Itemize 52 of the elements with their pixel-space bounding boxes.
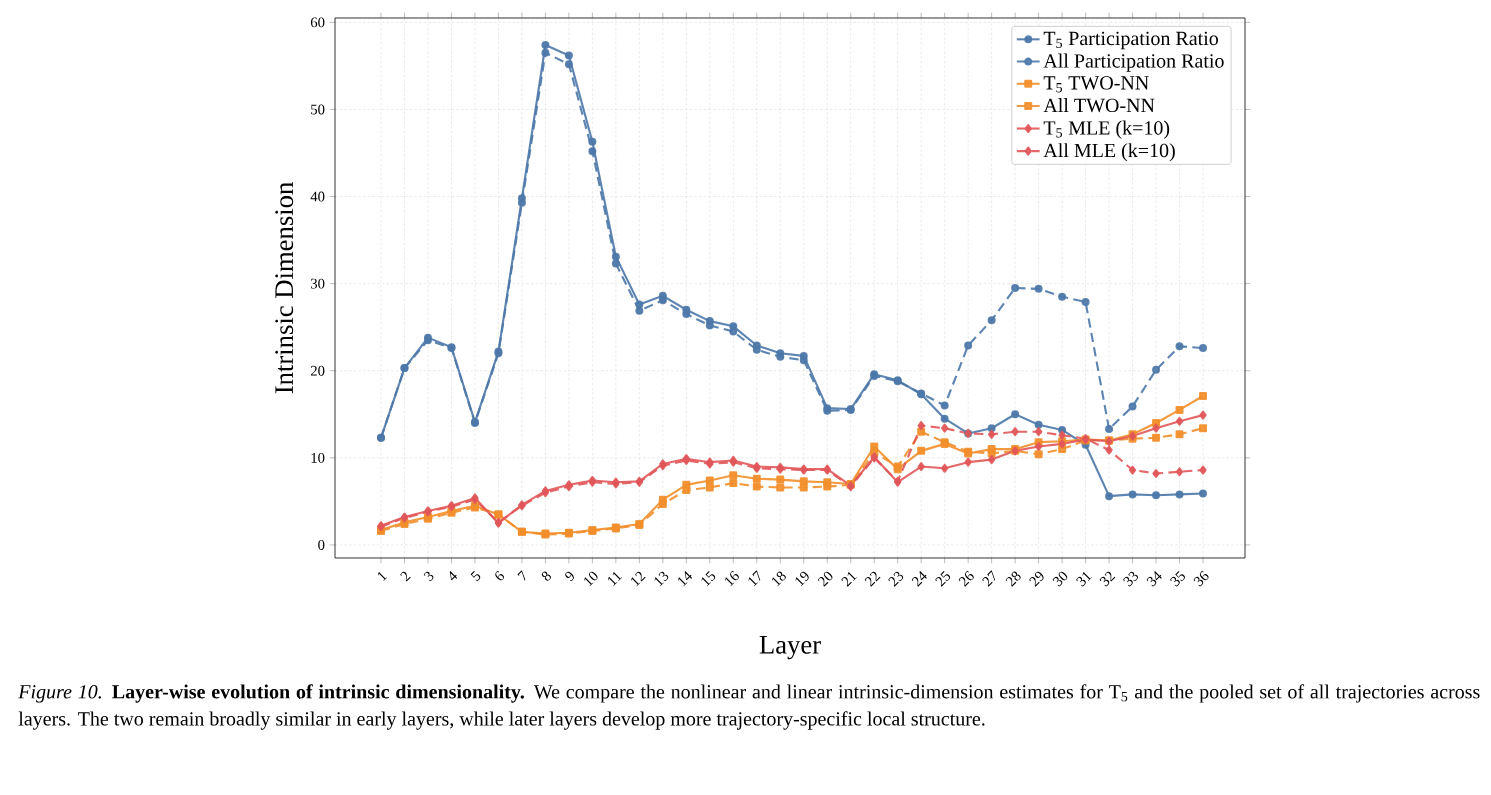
x-tick-label: 27: [982, 570, 996, 587]
x-tick-label: 31: [1076, 572, 1092, 587]
x-tick-label: 6: [495, 570, 504, 581]
y-tick-label: 30: [311, 278, 325, 289]
x-tick-label: 8: [541, 571, 551, 581]
x-tick-label: 13: [654, 571, 669, 587]
x-tick-label: 5: [470, 570, 481, 582]
x-tick-label: 30: [1052, 571, 1068, 587]
legend-label: All Participation Ratio: [1043, 53, 1224, 72]
x-tick-label: 23: [888, 571, 904, 587]
x-tick-label: 21: [841, 572, 857, 587]
y-tick-label: 40: [310, 191, 325, 202]
x-tick-label: 34: [1146, 571, 1162, 587]
legend-label: All TWO-NN: [1043, 98, 1155, 113]
legend-label: T$_{5}$ Participation Ratio: [1043, 31, 1219, 50]
x-tick-label: 2: [400, 571, 411, 582]
x-tick-label: 15: [701, 570, 716, 587]
legend-label: All MLE (k=10): [1043, 143, 1175, 162]
x-tick-label: 1: [377, 572, 388, 582]
x-tick-label: 32: [1099, 571, 1116, 587]
x-tick-label: 24: [911, 571, 927, 587]
y-tick-label: 10: [311, 452, 325, 463]
x-tick-label: 9: [565, 571, 574, 582]
x-tick-label: 11: [607, 572, 623, 586]
x-tick-label: 22: [864, 571, 881, 587]
x-tick-label: 36: [1193, 570, 1209, 587]
x-tick-label: 7: [517, 570, 526, 581]
x-tick-label: 17: [748, 570, 761, 587]
x-tick-label: 29: [1029, 571, 1044, 587]
y-tick-label: 60: [310, 17, 325, 28]
x-tick-label: 3: [423, 571, 434, 582]
x-tick-label: 18: [772, 571, 786, 587]
y-tick-label: 50: [311, 104, 325, 115]
x-tick-label: 20: [817, 571, 833, 587]
x-tick-label: 4: [449, 571, 458, 581]
x-tick-label: 19: [795, 571, 809, 587]
x-tick-label: 12: [631, 571, 646, 587]
y-tick-label: 20: [310, 365, 325, 376]
x-tick-label: 33: [1123, 571, 1138, 587]
x-tick-label: 16: [725, 570, 739, 587]
x-tick-label: 28: [1005, 571, 1021, 587]
y-tick-label: 0: [318, 539, 325, 550]
x-tick-label: 14: [678, 571, 693, 587]
legend-label: T$_{5}$ TWO-NN: [1043, 76, 1149, 93]
text: Figure 10. Layer-wise evolution of intrinsic dimensionality. We compare the nonlinear and linear intrinsic-dimension estimates for T$_{5}$ and the pooled set of all trajectories across layers. The two remain broadly similar in early layers, while later layers develop more trajectory-specific local structure.: [18, 684, 1480, 730]
x-tick-label: 10: [584, 571, 598, 587]
x-axis-title: Layer: [759, 636, 821, 660]
legend-label: T$_{5}$ MLE (k=10): [1043, 120, 1170, 139]
y-axis-title: Intrinsic Dimension: [275, 182, 294, 394]
x-tick-label: 35: [1170, 570, 1185, 587]
x-tick-label: 25: [935, 570, 951, 587]
x-tick-label: 26: [958, 570, 974, 587]
